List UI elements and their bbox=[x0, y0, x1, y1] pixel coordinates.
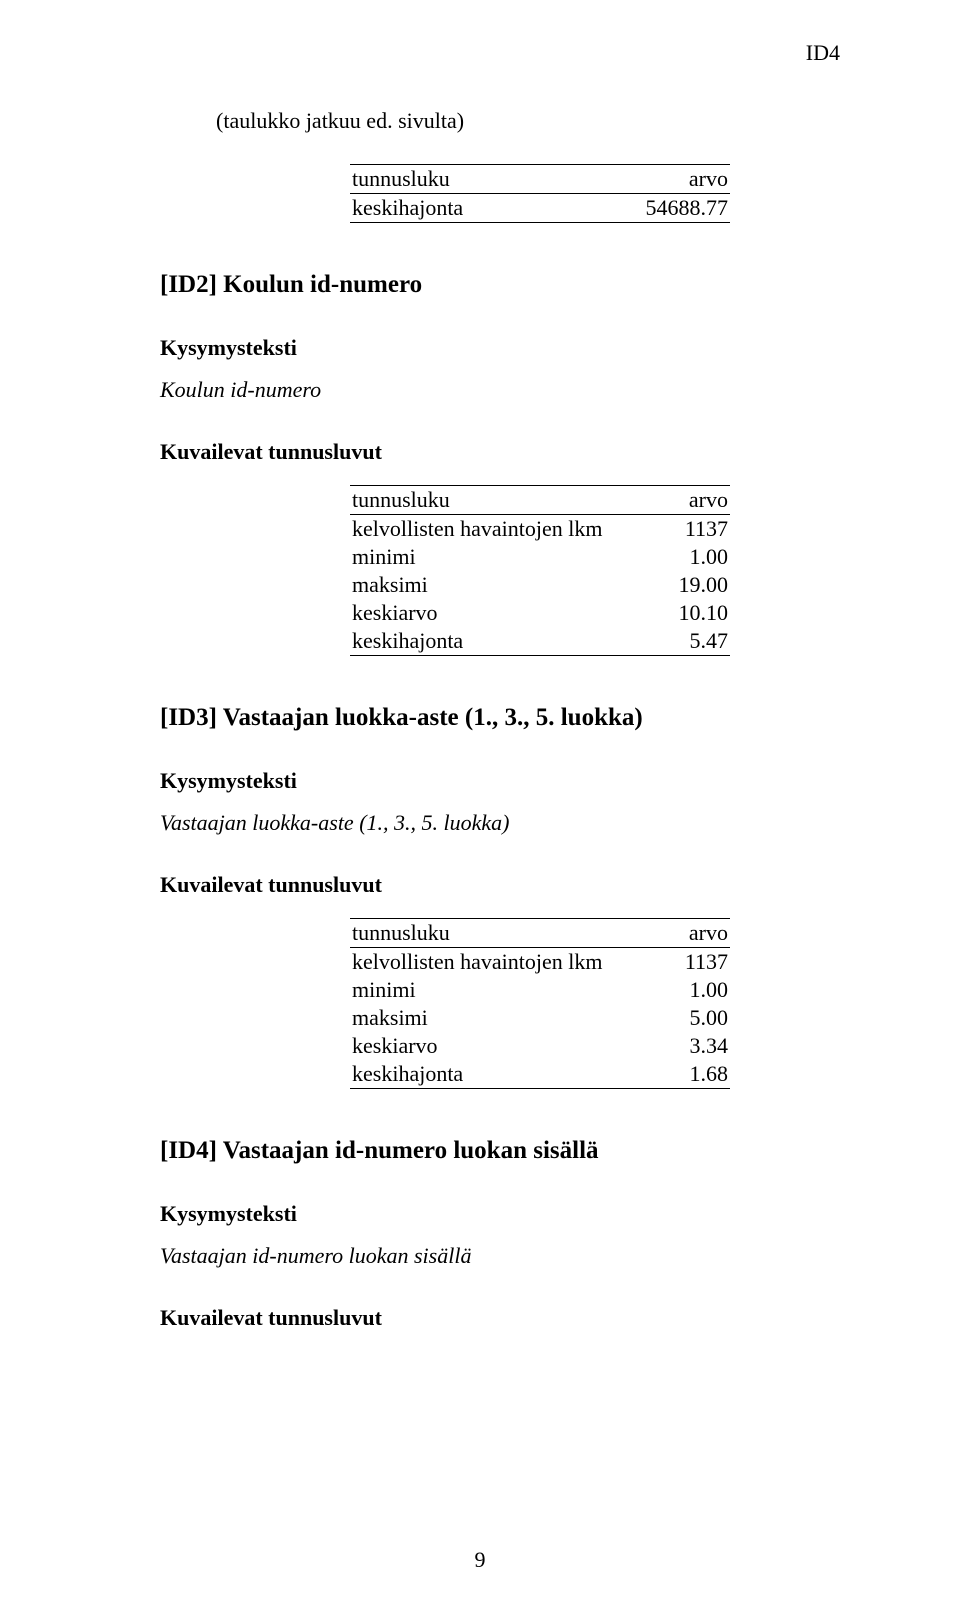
continuation-table: tunnusluku arvo keskihajonta 54688.77 bbox=[350, 164, 730, 223]
question-text: Koulun id-numero bbox=[160, 377, 840, 403]
table-header-label: tunnusluku bbox=[350, 919, 671, 948]
table-cell-value: 1.68 bbox=[671, 1060, 730, 1089]
table-cell-value: 5.47 bbox=[664, 627, 730, 656]
table-cell-value: 10.10 bbox=[664, 599, 730, 627]
section-id4: [ID4] Vastaajan id-numero luokan sisällä… bbox=[160, 1137, 840, 1331]
section-heading: [ID4] Vastaajan id-numero luokan sisällä bbox=[160, 1137, 840, 1165]
section-heading: [ID3] Vastaajan luokka-aste (1., 3., 5. … bbox=[160, 704, 840, 732]
table-cell-label: keskihajonta bbox=[350, 1060, 671, 1089]
table-header-value: arvo bbox=[567, 165, 730, 194]
header-page-id: ID4 bbox=[160, 40, 840, 66]
table-header-row: tunnusluku arvo bbox=[350, 486, 730, 515]
kuvailevat-label: Kuvailevat tunnusluvut bbox=[160, 872, 840, 898]
table-cell-value: 19.00 bbox=[664, 571, 730, 599]
table-row: minimi 1.00 bbox=[350, 976, 730, 1004]
table-cell-label: maksimi bbox=[350, 1004, 671, 1032]
table-row: keskiarvo 10.10 bbox=[350, 599, 730, 627]
table-cell-label: maksimi bbox=[350, 571, 664, 599]
kysymysteksti-label: Kysymysteksti bbox=[160, 1201, 840, 1227]
continuation-note: (taulukko jatkuu ed. sivulta) bbox=[216, 108, 840, 134]
stats-table: tunnusluku arvo kelvollisten havaintojen… bbox=[350, 485, 730, 656]
table-cell-value: 1.00 bbox=[664, 543, 730, 571]
table-row: kelvollisten havaintojen lkm 1137 bbox=[350, 948, 730, 977]
table-cell-label: kelvollisten havaintojen lkm bbox=[350, 948, 671, 977]
table-header-value: arvo bbox=[664, 486, 730, 515]
table-row: keskihajonta 5.47 bbox=[350, 627, 730, 656]
table-header-row: tunnusluku arvo bbox=[350, 919, 730, 948]
table-row: minimi 1.00 bbox=[350, 543, 730, 571]
table-cell-value: 54688.77 bbox=[567, 194, 730, 223]
table-cell-label: minimi bbox=[350, 543, 664, 571]
table-header-label: tunnusluku bbox=[350, 165, 567, 194]
table-cell-value: 1137 bbox=[671, 948, 730, 977]
kysymysteksti-label: Kysymysteksti bbox=[160, 335, 840, 361]
table-row: keskiarvo 3.34 bbox=[350, 1032, 730, 1060]
kysymysteksti-label: Kysymysteksti bbox=[160, 768, 840, 794]
kuvailevat-label: Kuvailevat tunnusluvut bbox=[160, 439, 840, 465]
table-row: maksimi 19.00 bbox=[350, 571, 730, 599]
table-row: maksimi 5.00 bbox=[350, 1004, 730, 1032]
section-id2: [ID2] Koulun id-numero Kysymysteksti Kou… bbox=[160, 271, 840, 656]
question-text: Vastaajan id-numero luokan sisällä bbox=[160, 1243, 840, 1269]
table-cell-label: kelvollisten havaintojen lkm bbox=[350, 515, 664, 544]
section-id3: [ID3] Vastaajan luokka-aste (1., 3., 5. … bbox=[160, 704, 840, 1089]
table-row: keskihajonta 54688.77 bbox=[350, 194, 730, 223]
continuation-table-wrap: tunnusluku arvo keskihajonta 54688.77 bbox=[160, 164, 840, 223]
stats-table-wrap: tunnusluku arvo kelvollisten havaintojen… bbox=[160, 918, 840, 1089]
kuvailevat-label: Kuvailevat tunnusluvut bbox=[160, 1305, 840, 1331]
page: ID4 (taulukko jatkuu ed. sivulta) tunnus… bbox=[0, 0, 960, 1605]
table-header-row: tunnusluku arvo bbox=[350, 165, 730, 194]
stats-table-wrap: tunnusluku arvo kelvollisten havaintojen… bbox=[160, 485, 840, 656]
table-cell-label: minimi bbox=[350, 976, 671, 1004]
table-cell-value: 1.00 bbox=[671, 976, 730, 1004]
table-cell-value: 3.34 bbox=[671, 1032, 730, 1060]
table-cell-label: keskihajonta bbox=[350, 194, 567, 223]
table-cell-value: 1137 bbox=[664, 515, 730, 544]
stats-table: tunnusluku arvo kelvollisten havaintojen… bbox=[350, 918, 730, 1089]
question-text: Vastaajan luokka-aste (1., 3., 5. luokka… bbox=[160, 810, 840, 836]
table-cell-label: keskiarvo bbox=[350, 1032, 671, 1060]
table-header-label: tunnusluku bbox=[350, 486, 664, 515]
table-cell-label: keskihajonta bbox=[350, 627, 664, 656]
page-number: 9 bbox=[0, 1547, 960, 1573]
table-cell-value: 5.00 bbox=[671, 1004, 730, 1032]
table-cell-label: keskiarvo bbox=[350, 599, 664, 627]
section-heading: [ID2] Koulun id-numero bbox=[160, 271, 840, 299]
table-row: keskihajonta 1.68 bbox=[350, 1060, 730, 1089]
table-header-value: arvo bbox=[671, 919, 730, 948]
table-row: kelvollisten havaintojen lkm 1137 bbox=[350, 515, 730, 544]
